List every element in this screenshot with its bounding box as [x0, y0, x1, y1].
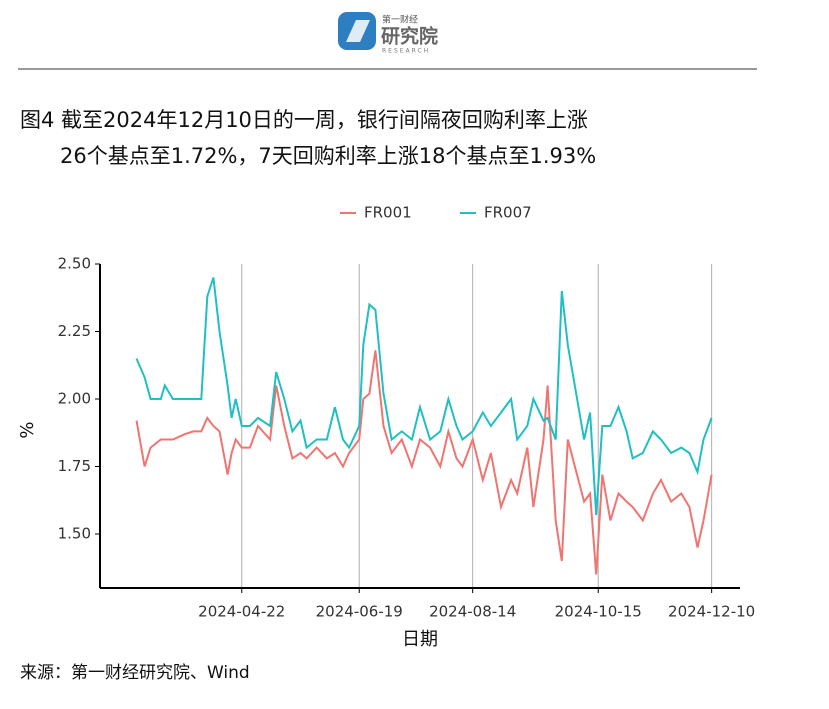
line-series: [135, 350, 713, 575]
logo-top: 第一财经: [382, 14, 418, 26]
legend-label: FR007: [484, 204, 532, 222]
x-tick-label: 2024-06-19: [316, 603, 403, 621]
y-tick-label: 2.25: [58, 322, 91, 340]
x-axis-label: 日期: [402, 629, 438, 650]
y-tick-label: 2.00: [58, 390, 91, 408]
x-tick-label: 2024-08-14: [429, 603, 516, 621]
source: 来源：第一财经研究院、Wind: [20, 663, 250, 683]
y-tick-label: 2.50: [58, 255, 91, 273]
line-series: [135, 277, 713, 516]
y-tick-label: 1.50: [58, 525, 91, 543]
logo-icon-shape: [346, 20, 370, 42]
title-line: 图4 截至2024年12月10日的一周，银行间隔夜回购利率上涨: [20, 108, 588, 132]
x-tick-label: 2024-10-15: [555, 603, 642, 621]
y-axis-label: %: [17, 421, 38, 438]
title-line: 26个基点至1.72%，7天回购利率上涨18个基点至1.93%: [60, 144, 596, 168]
legend-label: FR001: [364, 204, 412, 222]
y-tick-label: 1.75: [58, 457, 91, 475]
logo-sub: RESEARCH: [382, 48, 430, 55]
logo: 第一财经 研究院 RESEARCH: [338, 12, 438, 55]
x-tick-label: 2024-12-10: [668, 603, 755, 621]
x-tick-label: 2024-04-22: [198, 603, 285, 621]
logo-main: 研究院: [381, 25, 438, 48]
